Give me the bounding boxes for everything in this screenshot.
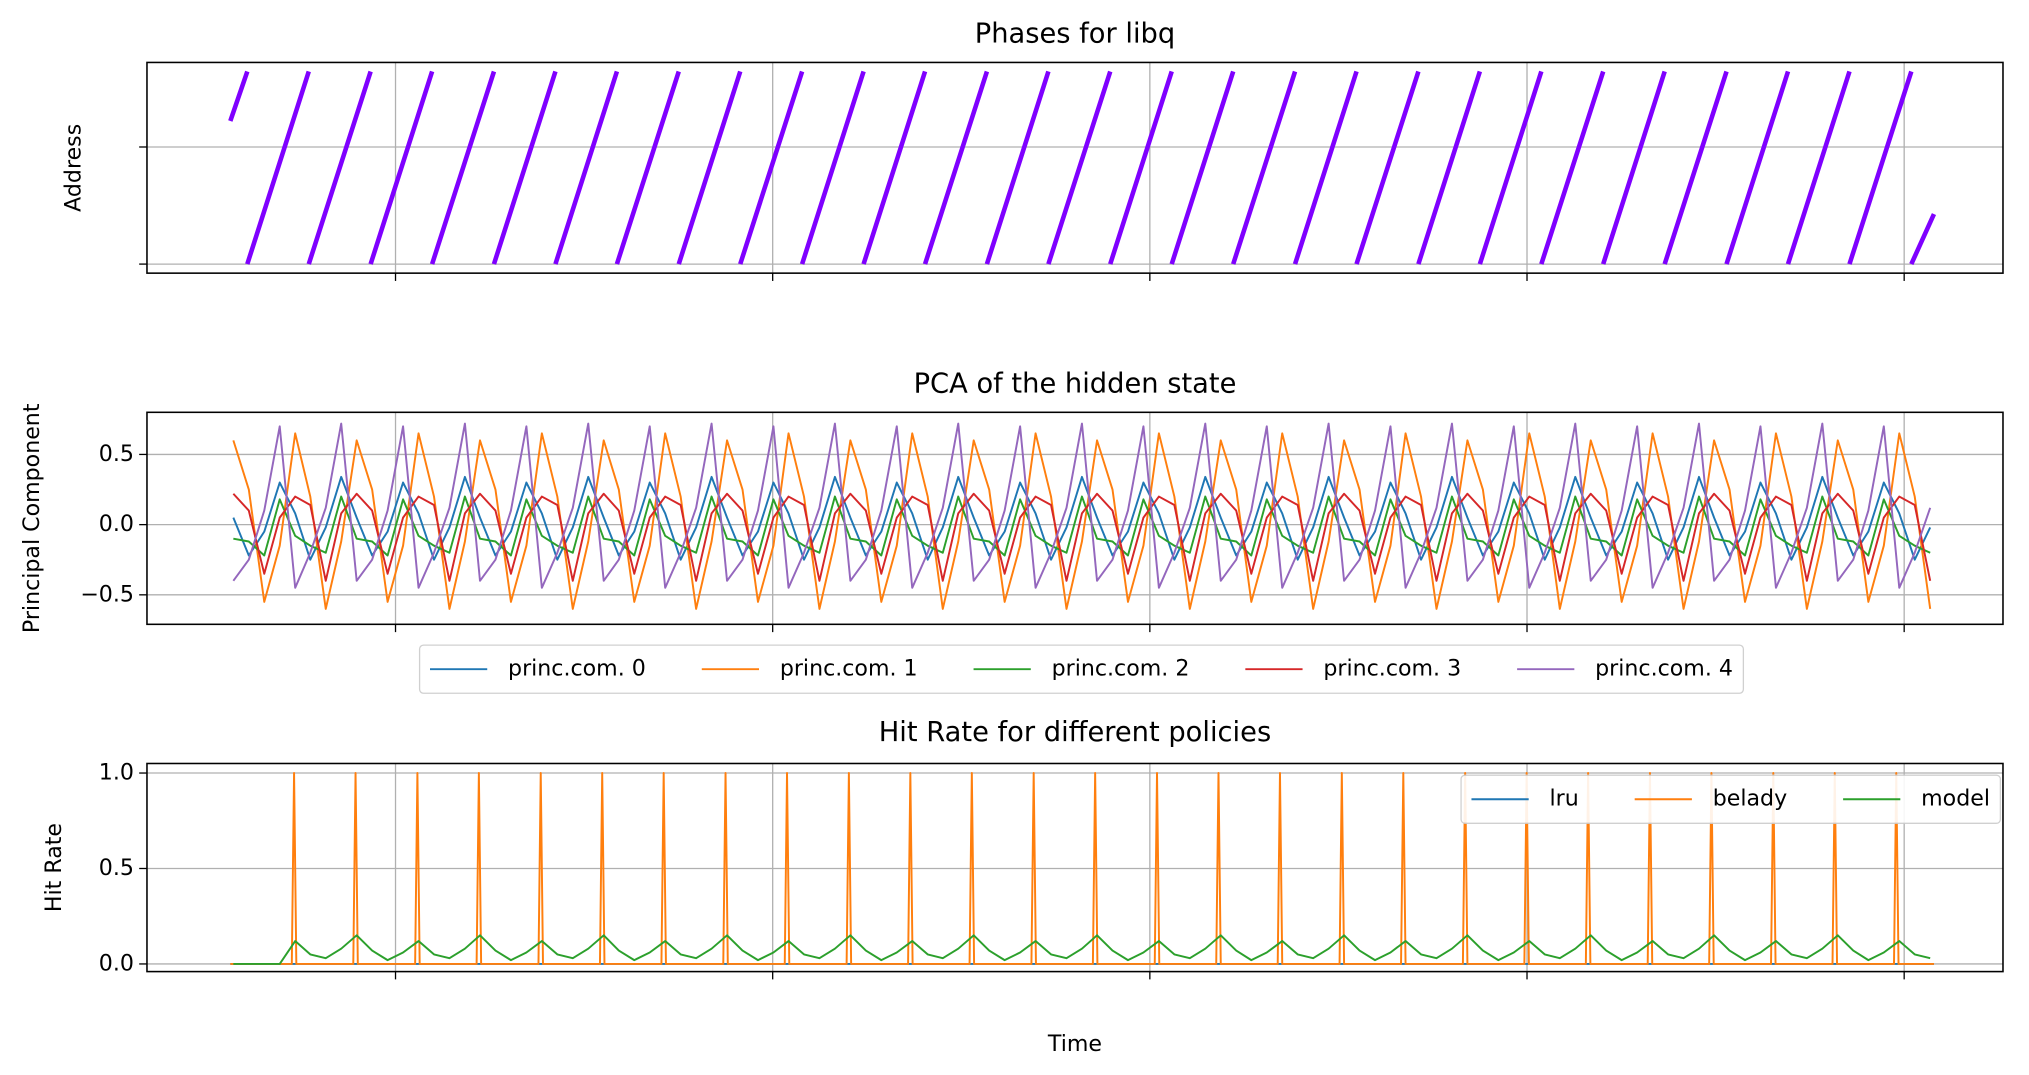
- legend-label: model: [1921, 786, 1990, 812]
- y-tick-label: 0.0: [99, 511, 134, 537]
- axes-frame: [146, 61, 2004, 274]
- x-axis-label: Time: [1047, 1031, 1102, 1057]
- y-tick-label: −0.5: [80, 581, 134, 607]
- chart-title: PCA of the hidden state: [914, 368, 1237, 399]
- legend-box: [1460, 774, 2002, 824]
- y-tick-label: 0.0: [99, 950, 134, 976]
- y-axis-label: Principal Component: [19, 403, 45, 633]
- series-line: [232, 432, 1932, 610]
- legend-label: princ.com. 1: [780, 656, 918, 682]
- chart-title: Hit Rate for different policies: [879, 717, 1271, 748]
- series-line: [230, 772, 1934, 965]
- axes-frame: [146, 411, 2004, 626]
- series-line: [228, 70, 1937, 266]
- series-line: [232, 492, 1932, 582]
- legend-label: princ.com. 4: [1595, 656, 1733, 682]
- legend-label: princ.com. 2: [1052, 656, 1190, 682]
- legend-label: princ.com. 3: [1323, 656, 1461, 682]
- series-line: [233, 934, 1931, 965]
- y-axis-label: Address: [61, 124, 87, 212]
- legend-label: princ.com. 0: [508, 656, 646, 682]
- y-axis-label: Hit Rate: [41, 823, 67, 912]
- y-tick-label: 0.5: [99, 855, 134, 881]
- axes-frame: [146, 762, 2004, 973]
- y-tick-label: 0.5: [99, 441, 134, 467]
- series-line: [233, 495, 1931, 557]
- legend-box: [418, 644, 1745, 694]
- legend-label: belady: [1713, 786, 1787, 812]
- legend-label: lru: [1550, 786, 1579, 812]
- chart-title: Phases for libq: [975, 19, 1175, 50]
- series-line: [232, 422, 1932, 589]
- y-tick-label: 1.0: [99, 760, 134, 786]
